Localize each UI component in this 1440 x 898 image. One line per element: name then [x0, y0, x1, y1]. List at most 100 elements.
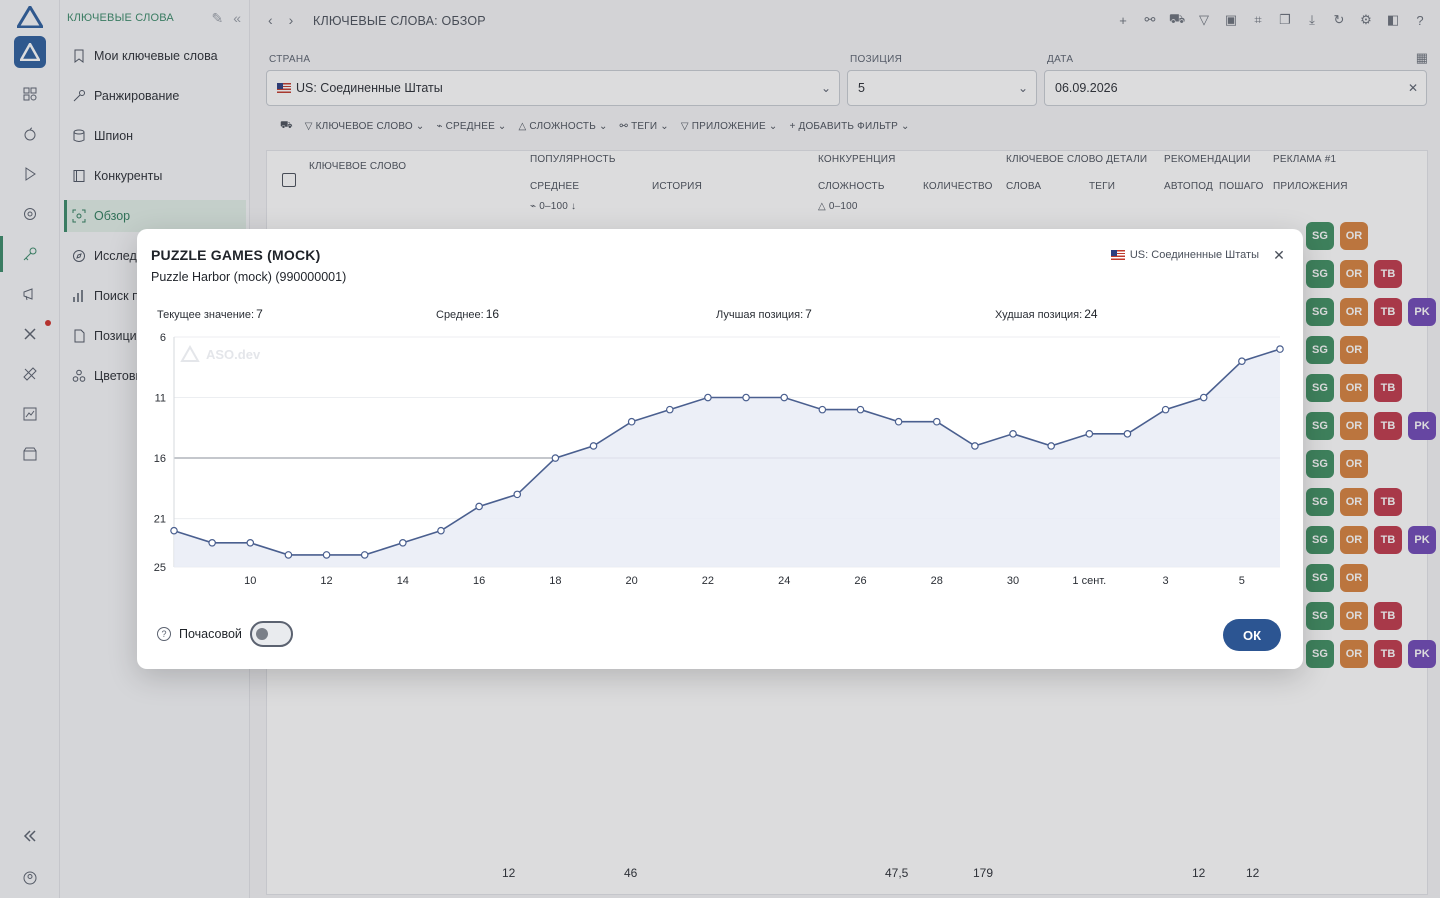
filter-chip-app[interactable]: ▽ ПРИЛОЖЕНИЕ ⌄	[680, 121, 778, 132]
sidebar-item-ranking[interactable]: Ранжирование	[64, 80, 246, 112]
filter-chip-difficulty[interactable]: △ СЛОЖНОСТЬ ⌄	[518, 121, 608, 132]
ad-tag[interactable]: OR	[1340, 640, 1368, 668]
tools-icon[interactable]	[20, 324, 40, 344]
forward-arrow-icon[interactable]: ›	[288, 12, 294, 28]
edit-icon[interactable]: ✎	[211, 10, 224, 26]
sidebar-item-search[interactable]: Поиск пр	[64, 280, 246, 312]
workspace-logo-icon[interactable]	[14, 36, 46, 68]
ad-tag[interactable]: OR	[1340, 564, 1368, 592]
header-history[interactable]: ИСТОРИЯ	[652, 181, 702, 192]
ad-tag[interactable]: TB	[1374, 640, 1402, 668]
ad-tag[interactable]: PK	[1408, 412, 1436, 440]
ad-tag[interactable]: SG	[1306, 222, 1334, 250]
screenshot-icon[interactable]: ⌗	[1254, 12, 1262, 27]
ad-tag[interactable]: SG	[1306, 298, 1334, 326]
ad-tag[interactable]: OR	[1340, 488, 1368, 516]
analytics-icon[interactable]	[20, 404, 40, 424]
google-play-icon[interactable]	[20, 164, 40, 184]
select-all-checkbox[interactable]	[282, 173, 296, 187]
header-tags[interactable]: ТЕГИ	[1089, 181, 1116, 192]
header-auto[interactable]: АВТОПОД	[1164, 181, 1214, 192]
target-icon[interactable]	[20, 204, 40, 224]
header-count[interactable]: КОЛИЧЕСТВО	[923, 181, 993, 192]
header-words[interactable]: СЛОВА	[1006, 181, 1042, 192]
download-icon[interactable]: ⤓	[1309, 12, 1315, 27]
ad-tag[interactable]: PK	[1408, 526, 1436, 554]
filter-chip-add[interactable]: + ДОБАВИТЬ ФИЛЬТР ⌄	[789, 121, 910, 132]
position-select[interactable]: 5 ⌄	[847, 70, 1037, 106]
ad-tag[interactable]: SG	[1306, 450, 1334, 478]
date-field[interactable]: 06.09.2026 ✕	[1044, 70, 1427, 106]
filter-icon[interactable]: ▽	[1199, 12, 1209, 27]
dashboard-icon[interactable]	[20, 84, 40, 104]
ad-tag[interactable]: TB	[1374, 602, 1402, 630]
ad-tag[interactable]: OR	[1340, 374, 1368, 402]
ad-tag[interactable]: SG	[1306, 640, 1334, 668]
sidebar-item-my-keywords[interactable]: Мои ключевые слова	[64, 40, 246, 72]
help-icon[interactable]: ?	[1416, 12, 1424, 28]
filter-chip-keyword[interactable]: ▽ КЛЮЧЕВОЕ СЛОВО ⌄	[304, 121, 425, 132]
ad-tag[interactable]: TB	[1374, 260, 1402, 288]
calendar-icon[interactable]: ▦	[1415, 50, 1428, 65]
ad-tag[interactable]: SG	[1306, 526, 1334, 554]
ad-tag[interactable]: OR	[1340, 526, 1368, 554]
collapse-sidebar-icon[interactable]: «	[233, 10, 241, 26]
ad-tag[interactable]: TB	[1374, 412, 1402, 440]
ad-tag[interactable]: SG	[1306, 260, 1334, 288]
ad-tag[interactable]: OR	[1340, 602, 1368, 630]
ad-tag[interactable]: PK	[1408, 298, 1436, 326]
ad-tag[interactable]: OR	[1340, 450, 1368, 478]
ad-tag[interactable]: SG	[1306, 488, 1334, 516]
ad-tag[interactable]: OR	[1340, 336, 1368, 364]
store-icon[interactable]	[20, 444, 40, 464]
xcode-icon[interactable]	[20, 364, 40, 384]
ad-tag[interactable]: SG	[1306, 374, 1334, 402]
ad-tag[interactable]: OR	[1340, 260, 1368, 288]
header-average[interactable]: СРЕДНЕЕ	[530, 181, 580, 192]
header-keyword[interactable]: КЛЮЧЕВОЕ СЛОВО	[309, 161, 407, 172]
ok-button[interactable]: ОК	[1223, 619, 1281, 651]
copy-icon[interactable]: ❐	[1279, 12, 1291, 27]
ad-tag[interactable]: SG	[1306, 412, 1334, 440]
car-filter-icon[interactable]: ⛟	[280, 120, 293, 131]
ad-tag[interactable]: SG	[1306, 602, 1334, 630]
header-difficulty[interactable]: СЛОЖНОСТЬ	[818, 181, 885, 192]
clear-icon[interactable]: ✕	[1407, 81, 1418, 95]
ad-tag[interactable]: OR	[1340, 222, 1368, 250]
header-apps[interactable]: ПРИЛОЖЕНИЯ	[1273, 181, 1348, 192]
ad-tag[interactable]: TB	[1374, 298, 1402, 326]
key-icon[interactable]	[0, 236, 40, 272]
ad-tag[interactable]: SG	[1306, 564, 1334, 592]
apple-icon[interactable]	[20, 124, 40, 144]
ad-tag[interactable]: TB	[1374, 488, 1402, 516]
collapse-rail-icon[interactable]	[20, 826, 40, 846]
close-icon[interactable]: ✕	[1273, 247, 1285, 263]
add-icon[interactable]: +	[1119, 12, 1127, 28]
ad-tag[interactable]: SG	[1306, 336, 1334, 364]
help-icon[interactable]: ?	[157, 627, 171, 641]
ad-tag[interactable]: PK	[1408, 640, 1436, 668]
sidebar-item-colors[interactable]: Цветовы	[64, 360, 246, 392]
user-account-icon[interactable]	[20, 868, 40, 888]
country-select[interactable]: US: Соединенные Штаты ⌄	[266, 70, 840, 106]
sidebar-item-research[interactable]: Исследо	[64, 240, 246, 272]
ad-tag[interactable]: OR	[1340, 412, 1368, 440]
header-step[interactable]: ПОШАГО	[1219, 181, 1264, 192]
panel-icon[interactable]: ◧	[1386, 12, 1400, 27]
ad-tag[interactable]: TB	[1374, 526, 1402, 554]
sidebar-item-spy[interactable]: Шпион	[64, 120, 246, 152]
filter-chip-tags[interactable]: ⚯ ТЕГИ ⌄	[619, 121, 669, 132]
sidebar-item-overview[interactable]: Обзор	[64, 200, 246, 232]
ad-tag[interactable]: OR	[1340, 298, 1368, 326]
refresh-icon[interactable]: ↻	[1333, 12, 1345, 27]
sidebar-item-position[interactable]: Позиция	[64, 320, 246, 352]
ad-tag[interactable]: TB	[1374, 374, 1402, 402]
back-arrow-icon[interactable]: ‹	[268, 12, 273, 28]
chip-icon[interactable]: ▣	[1224, 12, 1238, 27]
sidebar-item-competitors[interactable]: Конкуренты	[64, 160, 246, 192]
hourly-toggle[interactable]	[249, 621, 293, 647]
filter-chip-average[interactable]: ⌁ СРЕДНЕЕ ⌄	[436, 121, 507, 132]
car-icon[interactable]: ⛟	[1168, 11, 1186, 26]
settings-icon[interactable]: ⚙	[1360, 12, 1372, 27]
nodes-icon[interactable]: ⚯	[1144, 12, 1156, 27]
